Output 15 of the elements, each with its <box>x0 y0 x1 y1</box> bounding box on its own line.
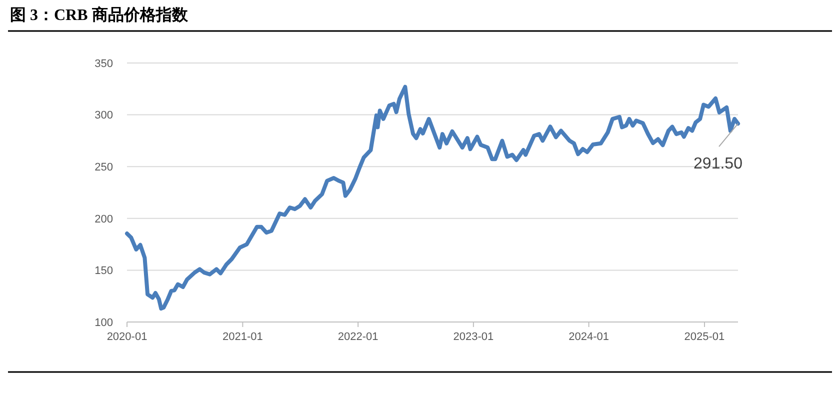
x-tick-label: 2023-01 <box>453 331 494 343</box>
x-tick-label: 2025-01 <box>684 331 725 343</box>
annotation: 291.50 <box>694 156 743 173</box>
y-tick-label: 250 <box>94 161 113 174</box>
y-tick-label: 200 <box>94 213 113 226</box>
y-tick-label: 350 <box>94 58 113 70</box>
y-tick-label: 100 <box>94 316 113 329</box>
y-tick-label: 150 <box>94 265 113 278</box>
x-tick-label: 2022-01 <box>338 331 378 343</box>
line-series <box>125 84 740 311</box>
x-tick-label: 2021-01 <box>222 331 263 343</box>
y-tick-label: 300 <box>94 110 113 122</box>
chart-title: 图 3：CRB 商品价格指数 <box>10 6 189 24</box>
x-tick-label: 2020-01 <box>106 331 148 343</box>
x-tick-label: 2024-01 <box>568 331 609 343</box>
